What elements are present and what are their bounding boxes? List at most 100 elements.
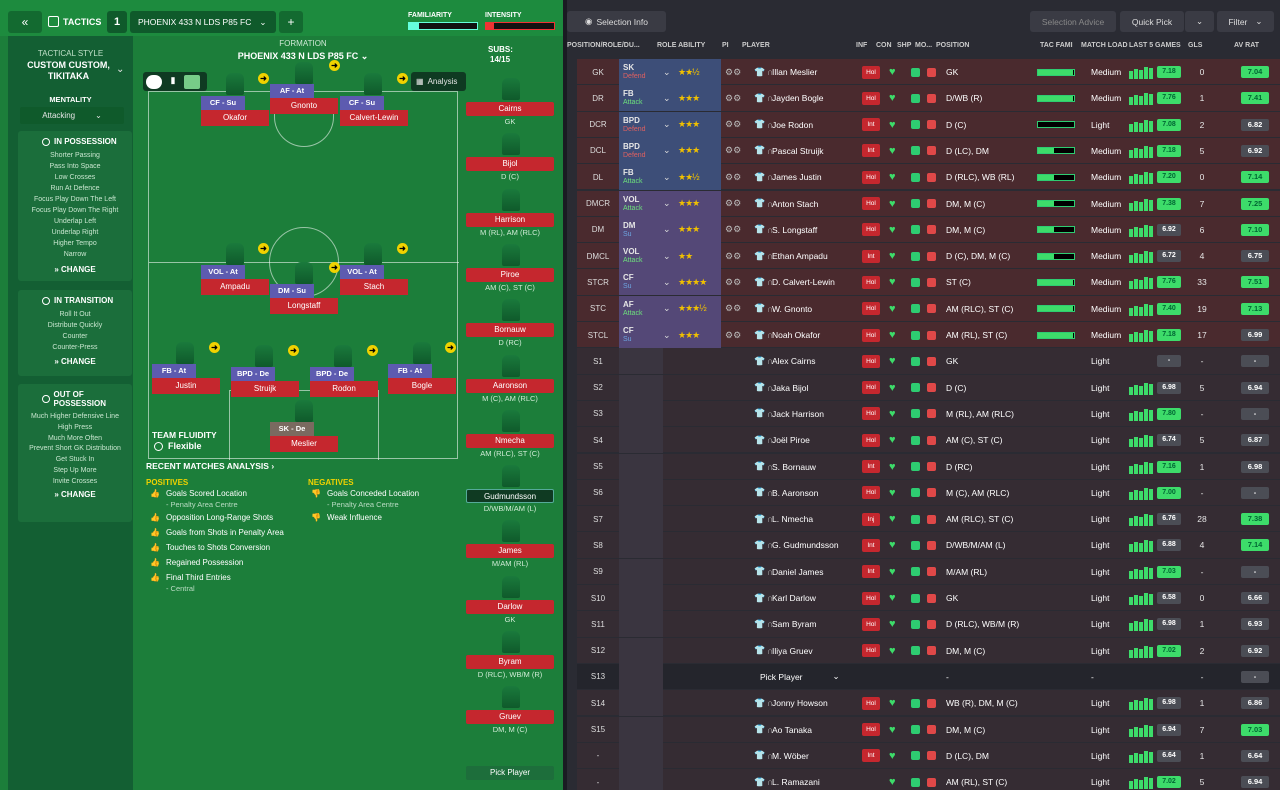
quick-pick-button[interactable]: Quick Pick (1120, 11, 1184, 32)
table-row[interactable]: S15 👕 ∩ Ao Tanaka Hol ♥ DM, M (C) Light 6.94 7 7.0… (577, 716, 1280, 743)
sub-player-card[interactable]: Gudmundsson D/WB/M/AM (L) (466, 465, 554, 513)
table-row[interactable]: - 👕 ∩ M. Wöber Int ♥ D (LC), DM Light 6.64 1 6.64 (577, 742, 1280, 770)
table-row[interactable]: DCR BPD Defend ⌄ ★★★ ⚙⚙ 👕 ∩ Joe Rodon Int ♥ D (C) Li… (577, 111, 1280, 138)
column-header[interactable]: LAST 5 GAMES (1129, 42, 1181, 49)
player-instructions-icon[interactable]: ⚙⚙ (725, 92, 742, 103)
player-name[interactable]: Pascal Struijk (772, 145, 824, 156)
filter-button[interactable]: Filter ⌄ (1217, 11, 1274, 32)
table-row[interactable]: S3 👕 ∩ Jack Harrison Hol ♥ M (RL), AM (RLC) Lig… (577, 400, 1280, 428)
player-name[interactable]: Alex Cairns (772, 356, 816, 367)
add-tactic-button[interactable]: + (279, 11, 303, 33)
player-instructions-icon[interactable]: ⚙⚙ (725, 224, 742, 235)
table-row[interactable]: DMCR VOL Attack ⌄ ★★★ ⚙⚙ 👕 ∩ Anton Stach Hol ♥ DM, … (577, 190, 1280, 217)
player-name[interactable]: Joël Piroe (772, 435, 810, 446)
sub-player-card[interactable]: Nmecha AM (RLC), ST (C) (466, 409, 554, 458)
player-name[interactable]: S. Bornauw (772, 461, 816, 472)
list-view-icon[interactable] (184, 74, 200, 89)
role-dropdown[interactable]: ⌄ (663, 295, 675, 322)
table-row[interactable]: S10 👕 ∩ Karl Darlow Hol ♥ GK Light 6.58 0 6.66 (577, 585, 1280, 612)
player-name[interactable]: S. Longstaff (772, 224, 818, 235)
table-row[interactable]: DCL BPD Defend ⌄ ★★★ ⚙⚙ 👕 ∩ Pascal Struijk Int ♥ D … (577, 137, 1280, 165)
table-row[interactable]: S7 👕 ∩ L. Nmecha Inj ♥ AM (RLC), ST (C) Light 6.… (577, 506, 1280, 533)
column-header[interactable]: INF (856, 42, 868, 49)
player-instructions-icon[interactable]: ⚙⚙ (725, 329, 742, 340)
table-row[interactable]: STCR CF Su ⌄ ★★★★ ⚙⚙ 👕 ∩ D. Calvert-Lewin Hol ♥ ST … (577, 269, 1280, 296)
player-name[interactable]: W. Gnonto (772, 303, 813, 314)
collapse-button[interactable]: « (8, 11, 42, 33)
pitch-player-card[interactable]: BPD - De Rodon (310, 367, 378, 397)
column-header[interactable]: POSITION/ROLE/DU... (567, 42, 640, 49)
role-cell[interactable]: SK Defend (619, 59, 663, 85)
sub-player-card[interactable]: Bijol D (C) (466, 133, 554, 181)
table-row[interactable]: DMCL VOL Attack ⌄ ★★ ⚙⚙ 👕 ∩ Ethan Ampadu Int ♥ D (C… (577, 243, 1280, 270)
pitch-player-card[interactable]: BPD - De Struijk (231, 367, 299, 397)
pitch-player-card[interactable]: SK - De Meslier (270, 422, 338, 452)
player-name[interactable]: Joe Rodon (772, 119, 814, 130)
roles-view-icon[interactable] (146, 74, 162, 89)
player-name[interactable]: L. Nmecha (772, 514, 814, 525)
column-header[interactable]: POSITION (936, 42, 970, 49)
sub-player-card[interactable]: Darlow GK (466, 575, 554, 624)
role-dropdown[interactable]: ⌄ (663, 137, 675, 164)
player-instructions-icon[interactable]: ⚙⚙ (725, 66, 742, 77)
selection-advice-button[interactable]: Selection Advice (1030, 11, 1116, 32)
recent-matches-analysis-link[interactable]: RECENT MATCHES ANALYSIS › (146, 461, 275, 471)
formation-selector[interactable]: PHOENIX 433 N LDS P85 FC ⌄ (148, 51, 458, 62)
table-row[interactable]: STC AF Attack ⌄ ★★★½ ⚙⚙ 👕 ∩ W. Gnonto Hol ♥ AM (RLC… (577, 295, 1280, 322)
player-name[interactable]: G. Gudmundsson (772, 540, 839, 551)
column-header[interactable]: PI (722, 42, 729, 49)
change-out-of-possession-button[interactable]: » CHANGE (54, 490, 96, 499)
sub-player-card[interactable]: Bornauw D (RC) (466, 299, 554, 347)
player-instructions-icon[interactable]: ⚙⚙ (725, 250, 742, 261)
player-name[interactable]: James Justin (772, 172, 822, 183)
table-row[interactable]: S12 👕 ∩ Iliya Gruev Hol ♥ DM, M (C) Light 7.02 2 6… (577, 637, 1280, 664)
quick-pick-dropdown[interactable]: ⌄ (1185, 11, 1214, 32)
role-dropdown[interactable]: ⌄ (663, 164, 675, 191)
column-header[interactable]: GLS (1188, 42, 1203, 49)
player-instructions-icon[interactable]: ⚙⚙ (725, 303, 742, 314)
role-cell[interactable]: AF Attack (619, 295, 663, 322)
player-name[interactable]: Daniel James (772, 566, 824, 577)
column-header[interactable]: CON (876, 42, 892, 49)
player-name[interactable]: Karl Darlow (772, 593, 816, 603)
table-row[interactable]: S9 👕 ∩ Daniel James Int ♥ M/AM (RL) Light 7.03 - - (577, 558, 1280, 585)
analysis-button[interactable]: ▦ Analysis (411, 72, 466, 91)
table-row[interactable]: S8 👕 ∩ G. Gudmundsson Int ♥ D/WB/M/AM (L) Light… (577, 532, 1280, 559)
change-transition-button[interactable]: » CHANGE (54, 357, 96, 366)
column-header[interactable]: ROLE ABILITY (657, 42, 706, 49)
column-header[interactable]: MO... (915, 42, 933, 49)
player-name[interactable]: Anton Stach (772, 198, 819, 209)
player-name[interactable]: M. Wöber (772, 750, 809, 761)
player-name[interactable]: Sam Byram (772, 619, 817, 630)
player-instructions-icon[interactable]: ⚙⚙ (725, 198, 742, 208)
sub-player-card[interactable]: James M/AM (RL) (466, 520, 554, 568)
column-header[interactable]: TAC FAMI (1040, 42, 1073, 49)
player-name[interactable]: Jonny Howson (772, 698, 828, 709)
role-dropdown[interactable]: ⌄ (663, 59, 675, 85)
sub-player-card[interactable]: Aaronson M (C), AM (RLC) (466, 354, 554, 403)
player-name[interactable]: Ethan Ampadu (772, 251, 828, 262)
role-cell[interactable]: FB Attack (619, 85, 663, 112)
player-name[interactable]: L. Ramazani (772, 777, 820, 788)
sub-player-card[interactable]: Byram D (RLC), WB/M (R) (466, 631, 554, 679)
role-cell[interactable]: BPD Defend (619, 111, 663, 138)
column-header[interactable]: SHP (897, 42, 912, 49)
table-row[interactable]: S11 👕 ∩ Sam Byram Hol ♥ D (RLC), WB/M (R) Light… (577, 611, 1280, 638)
player-name[interactable]: Jaka Bijol (772, 382, 809, 393)
role-cell[interactable]: VOL Attack (619, 243, 663, 270)
player-instructions-icon[interactable]: ⚙⚙ (725, 276, 742, 287)
table-row[interactable]: DL FB Attack ⌄ ★★½ ⚙⚙ 👕 ∩ James Justin Hol ♥ D (RLC… (577, 164, 1280, 191)
role-dropdown[interactable]: ⌄ (663, 243, 675, 270)
style-value[interactable]: CUSTOM CUSTOM, TIKITAKA (27, 60, 110, 81)
sub-player-card[interactable]: Gruev DM, M (C) (466, 686, 554, 734)
player-name[interactable]: Noah Okafor (772, 330, 821, 340)
table-row[interactable]: S6 👕 ∩ B. Aaronson Hol ♥ M (C), AM (RLC) Light 7… (577, 479, 1280, 507)
column-header[interactable]: AV RAT (1234, 42, 1260, 49)
tactic-selector[interactable]: PHOENIX 433 N LDS P85 FC ⌄ (130, 11, 276, 33)
pitch-player-card[interactable]: FB - At Bogle (388, 364, 456, 394)
player-name[interactable]: D. Calvert-Lewin (772, 277, 835, 288)
change-possession-button[interactable]: » CHANGE (54, 265, 96, 274)
role-cell[interactable]: VOL Attack (619, 190, 663, 217)
role-cell[interactable]: FB Attack (619, 164, 663, 191)
table-row[interactable]: S2 👕 ∩ Jaka Bijol Hol ♥ D (C) Light 6.98 5 6.94 (577, 374, 1280, 401)
